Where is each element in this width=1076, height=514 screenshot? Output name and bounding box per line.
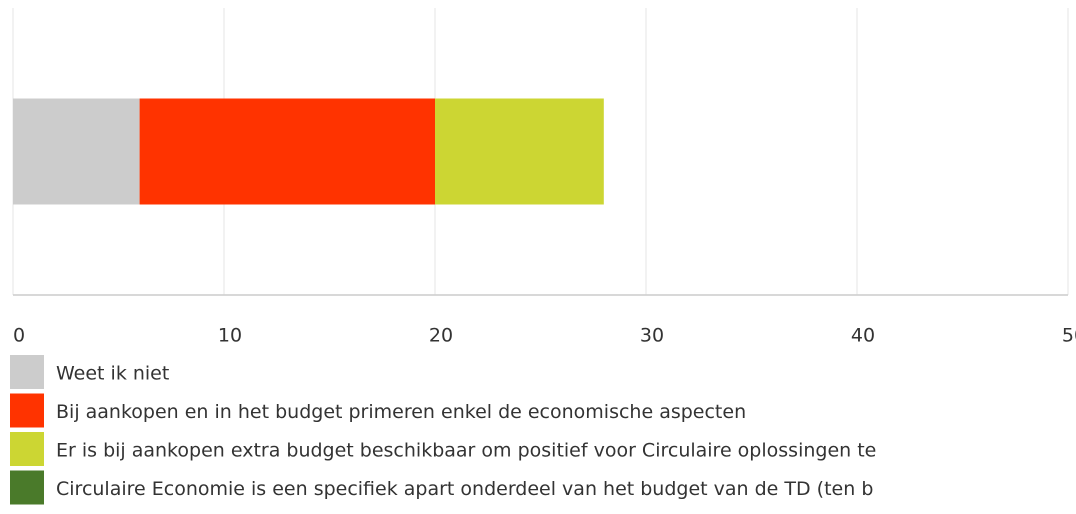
- legend-swatch: [10, 470, 44, 505]
- x-tick-label: 50: [1062, 325, 1076, 347]
- legend-swatch: [10, 393, 44, 428]
- legend-swatch: [10, 355, 44, 389]
- x-tick-label: 0: [13, 325, 25, 347]
- x-tick-label: 40: [851, 325, 875, 347]
- legend-label: Er is bij aankopen extra budget beschikb…: [56, 440, 876, 462]
- legend-swatch: [10, 432, 44, 466]
- legend-label: Bij aankopen en in het budget primeren e…: [56, 401, 746, 423]
- x-tick-label: 20: [429, 325, 453, 347]
- bar-segment: [13, 98, 140, 205]
- x-tick-label: 30: [640, 325, 664, 347]
- legend-label: Circulaire Economie is een specifiek apa…: [56, 478, 873, 500]
- legend-label: Weet ik niet: [56, 363, 169, 385]
- bar-segment: [139, 98, 435, 205]
- x-tick-label: 10: [218, 325, 242, 347]
- bar-segment: [435, 98, 604, 205]
